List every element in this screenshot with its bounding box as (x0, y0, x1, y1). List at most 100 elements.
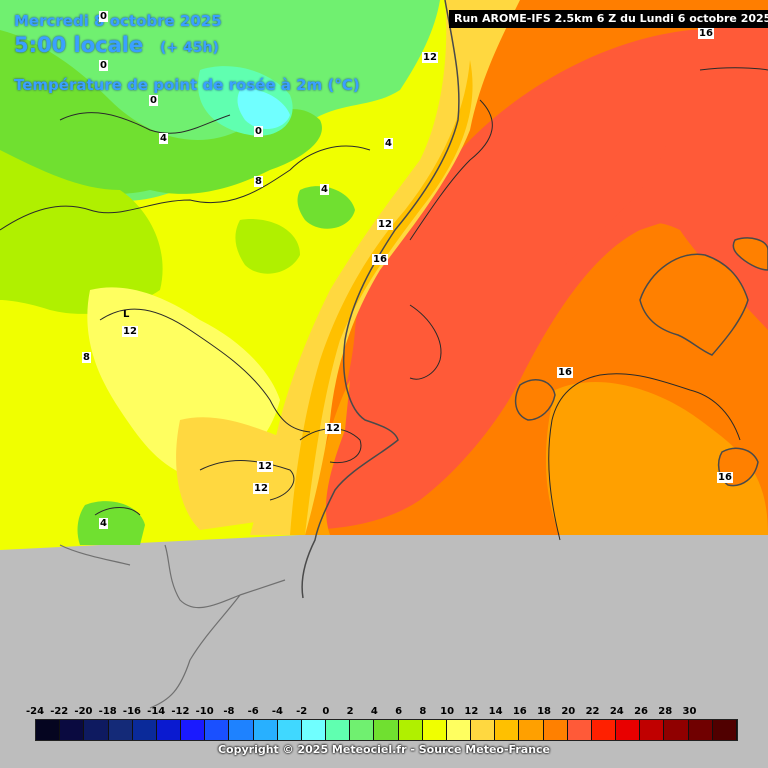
legend-swatch (301, 720, 327, 740)
legend-swatch (374, 720, 399, 740)
legend-swatch (181, 720, 206, 740)
contour-label: 4 (320, 184, 329, 195)
contour-label: 16 (717, 472, 733, 483)
legend-swatch (519, 720, 544, 740)
contour-label: 12 (122, 326, 138, 337)
legend-swatch (688, 720, 713, 740)
legend-swatch (36, 720, 61, 740)
contour-label: 12 (253, 483, 269, 494)
legend-value: -4 (271, 706, 283, 717)
run-info: Run AROME-IFS 2.5km 6 Z du Lundi 6 octob… (449, 10, 768, 28)
legend-value: -8 (223, 706, 235, 717)
contour-label: 8 (254, 176, 263, 187)
cyan-core-field (237, 89, 290, 130)
contour-label: 0 (254, 126, 263, 137)
legend-swatch (60, 720, 85, 740)
contour-label: 16 (698, 28, 714, 39)
legend-value: -24 (25, 706, 45, 717)
contour-line (409, 99, 493, 241)
mallorca-island (639, 253, 749, 356)
low-pressure-marker: L (123, 309, 130, 320)
contour-line (99, 308, 311, 433)
yellow-band-south (176, 417, 294, 530)
legend-swatch (229, 720, 254, 740)
legend-swatch (84, 720, 109, 740)
green-patch-east (297, 186, 355, 229)
legend-value: 14 (488, 706, 503, 717)
copyright: Copyright © 2025 Meteociel.fr - Source M… (217, 743, 551, 756)
forecast-date: Mercredi 8 octobre 2025 (14, 12, 222, 30)
warm-eddy-field (410, 302, 449, 381)
legend-color-bar (35, 719, 738, 741)
green-west-field (0, 150, 163, 314)
legend-swatch (253, 720, 278, 740)
legend-value: -18 (98, 706, 117, 717)
green-patch-sw (77, 501, 145, 545)
contour-label: 4 (384, 138, 393, 149)
legend-value: -6 (247, 706, 259, 717)
contour-label: 12 (325, 423, 341, 434)
legend-swatch (398, 720, 423, 740)
legend-swatch (277, 720, 302, 740)
legend-value: 22 (585, 706, 600, 717)
legend-value: 2 (346, 706, 354, 717)
forecast-lead: (+ 45h) (160, 40, 219, 56)
legend-value: 26 (634, 706, 648, 717)
legend-value: 12 (464, 706, 479, 717)
forecast-time: 5:00 locale (14, 33, 144, 57)
parameter-title: Température de point de rosée à 2m (°C) (14, 76, 360, 94)
contour-label: 0 (149, 95, 158, 106)
contour-label: 12 (377, 219, 393, 230)
legend-value: 20 (561, 706, 576, 717)
legend-value: 24 (609, 706, 624, 717)
legend-swatch (495, 720, 520, 740)
sea-orange-band (545, 381, 768, 535)
legend-swatch (543, 720, 568, 740)
legend-value: -2 (296, 706, 308, 717)
legend-swatch (326, 720, 351, 740)
legend-swatch (471, 720, 496, 740)
contour-label: 16 (557, 367, 573, 378)
contour-line (409, 304, 442, 380)
green-bright-field (0, 30, 322, 194)
legend-swatch (108, 720, 133, 740)
legend-value: 30 (682, 706, 697, 717)
ibiza-island (514, 379, 556, 421)
legend-swatch (664, 720, 689, 740)
legend-swatch (205, 720, 230, 740)
legend-value: 18 (537, 706, 552, 717)
legend-value: 16 (512, 706, 527, 717)
legend-value: 0 (322, 706, 330, 717)
contour-label: 0 (99, 60, 108, 71)
legend-value: 28 (658, 706, 673, 717)
legend-value: -16 (122, 706, 141, 717)
contour-line (199, 460, 295, 501)
legend-value: -22 (50, 706, 69, 717)
legend-swatch (712, 720, 737, 740)
contour-line (699, 67, 768, 71)
legend-swatch (616, 720, 641, 740)
legend-swatch (446, 720, 472, 740)
legend-value: -12 (171, 706, 190, 717)
coastline (301, 0, 460, 599)
contour-label: 4 (159, 133, 168, 144)
legend-value: 8 (419, 706, 427, 717)
legend-swatch (567, 720, 592, 740)
legend-value: -10 (195, 706, 214, 717)
legend-value: 4 (370, 706, 378, 717)
menorca-island (732, 237, 768, 271)
legend-swatch (132, 720, 157, 740)
border-line (149, 544, 286, 709)
legend-swatch (640, 720, 665, 740)
contour-label: 8 (82, 352, 91, 363)
green-patch-mid (235, 219, 300, 274)
contour-line (299, 428, 362, 464)
contour-label: 16 (372, 254, 388, 265)
legend-swatch (350, 720, 375, 740)
legend-value: -14 (147, 706, 166, 717)
contour-line (59, 112, 231, 134)
contour-label: 0 (99, 11, 108, 22)
contour-label: 12 (257, 461, 273, 472)
contour-line (548, 373, 741, 541)
